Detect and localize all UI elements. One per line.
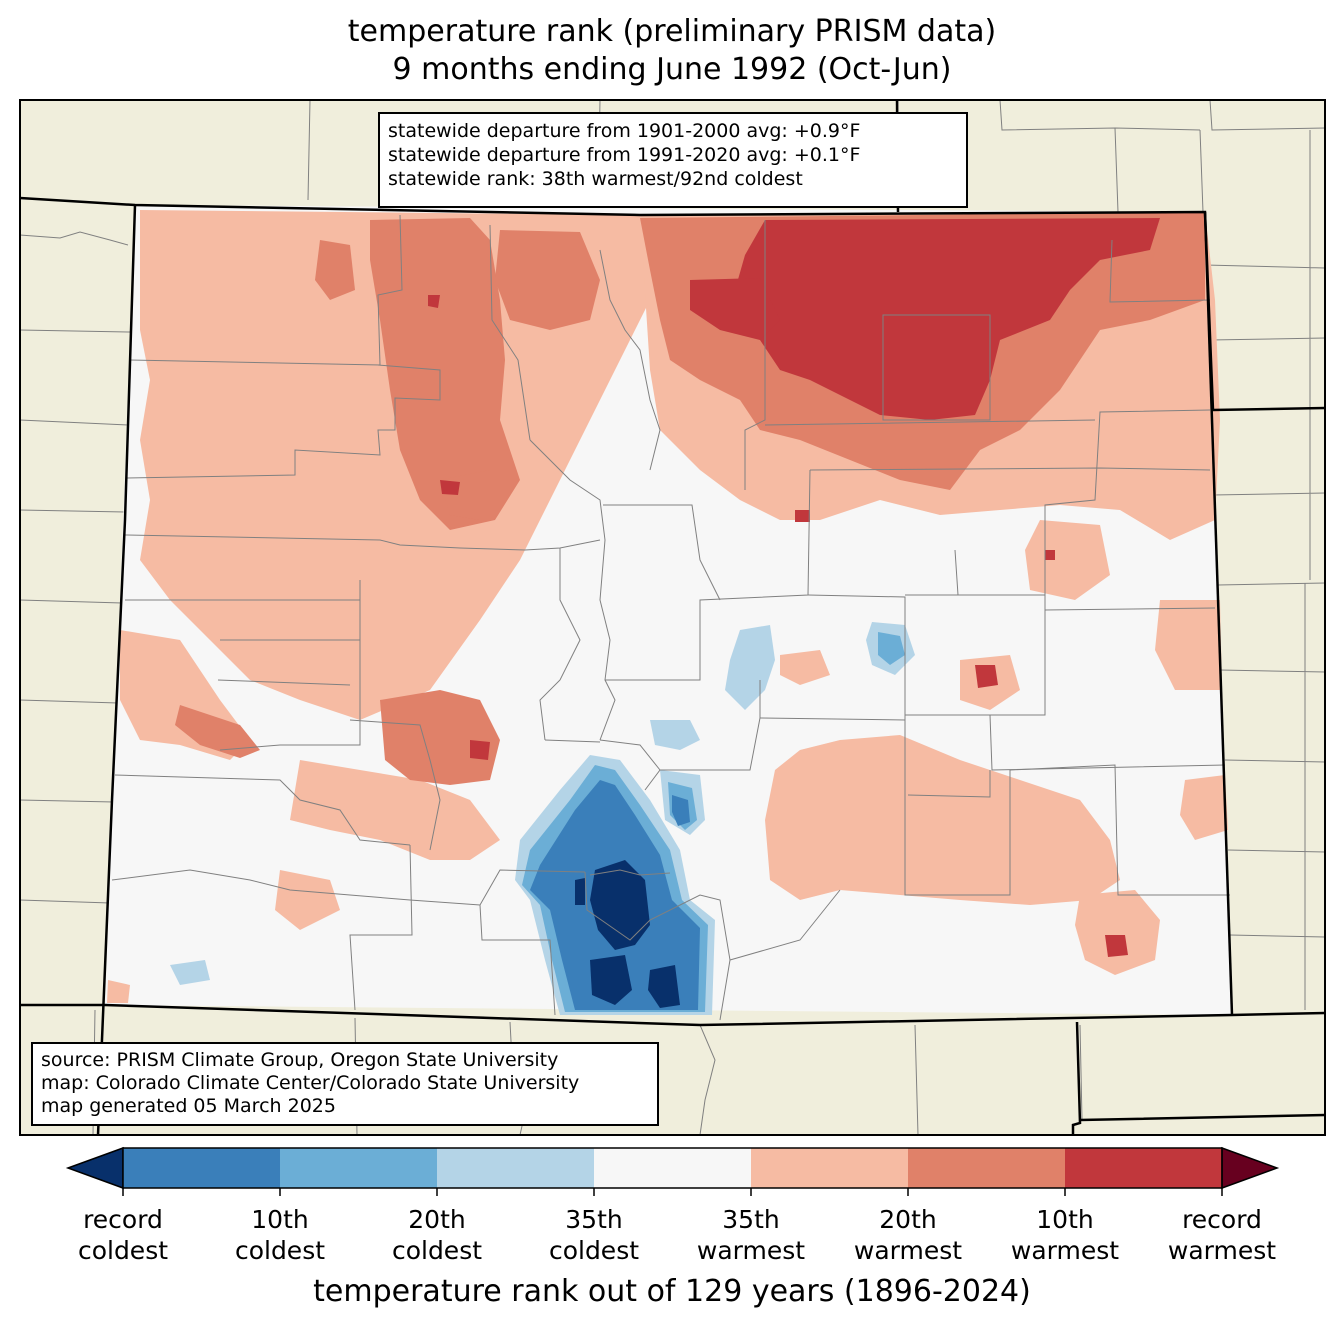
colorbar [65,1146,1280,1196]
statewide-stats-box: statewide departure from 1901-2000 avg: … [378,112,968,208]
credits-source: source: PRISM Climate Group, Oregon Stat… [41,1049,559,1071]
warm-10th-to-record-patches [428,218,1160,957]
colorbar-bin-4 [594,1148,751,1188]
colorado-county-lines [111,214,1230,1021]
colorbar-bin-5 [751,1148,908,1188]
colorbar-label-35th-coldest: 35th coldest [548,1205,640,1265]
colorbar-bin-7 [1065,1148,1222,1188]
colorbar-extend-high [1221,1146,1280,1190]
colorbar-extend-low [65,1146,124,1190]
credits-box: source: PRISM Climate Group, Oregon Stat… [31,1042,659,1126]
stats-line-1901-2000: statewide departure from 1901-2000 avg: … [388,120,861,142]
credits-generated: map generated 05 March 2025 [41,1095,336,1117]
cool-record-patches [575,860,680,1008]
colorbar-ticks [122,1188,1223,1196]
colorbar-title: temperature rank out of 129 years (1896-… [313,1274,1031,1309]
colorbar-label-record-warmest: record warmest [1167,1205,1277,1265]
colorbar-bin-2 [280,1148,437,1188]
map-subtitle: 9 months ending June 1992 (Oct-Jun) [392,52,952,87]
colorbar-bin-1 [123,1148,280,1188]
colorbar-label-10th-coldest: 10th coldest [234,1205,326,1265]
colorbar-label-20th-warmest: 20th warmest [853,1205,963,1265]
map-title: temperature rank (preliminary PRISM data… [347,14,997,49]
colorbar-label-20th-coldest: 20th coldest [391,1205,483,1265]
stats-line-rank: statewide rank: 38th warmest/92nd coldes… [388,168,803,190]
colorbar-label-record-coldest: record coldest [77,1205,169,1265]
colorbar-bin-6 [908,1148,1065,1188]
credits-map: map: Colorado Climate Center/Colorado St… [41,1072,580,1094]
stats-line-1991-2020: statewide departure from 1991-2020 avg: … [388,144,861,166]
colorbar-bin-3 [437,1148,594,1188]
map-frame [19,99,1326,1136]
colorbar-label-35th-warmest: 35th warmest [696,1205,806,1265]
colorbar-label-10th-warmest: 10th warmest [1010,1205,1120,1265]
